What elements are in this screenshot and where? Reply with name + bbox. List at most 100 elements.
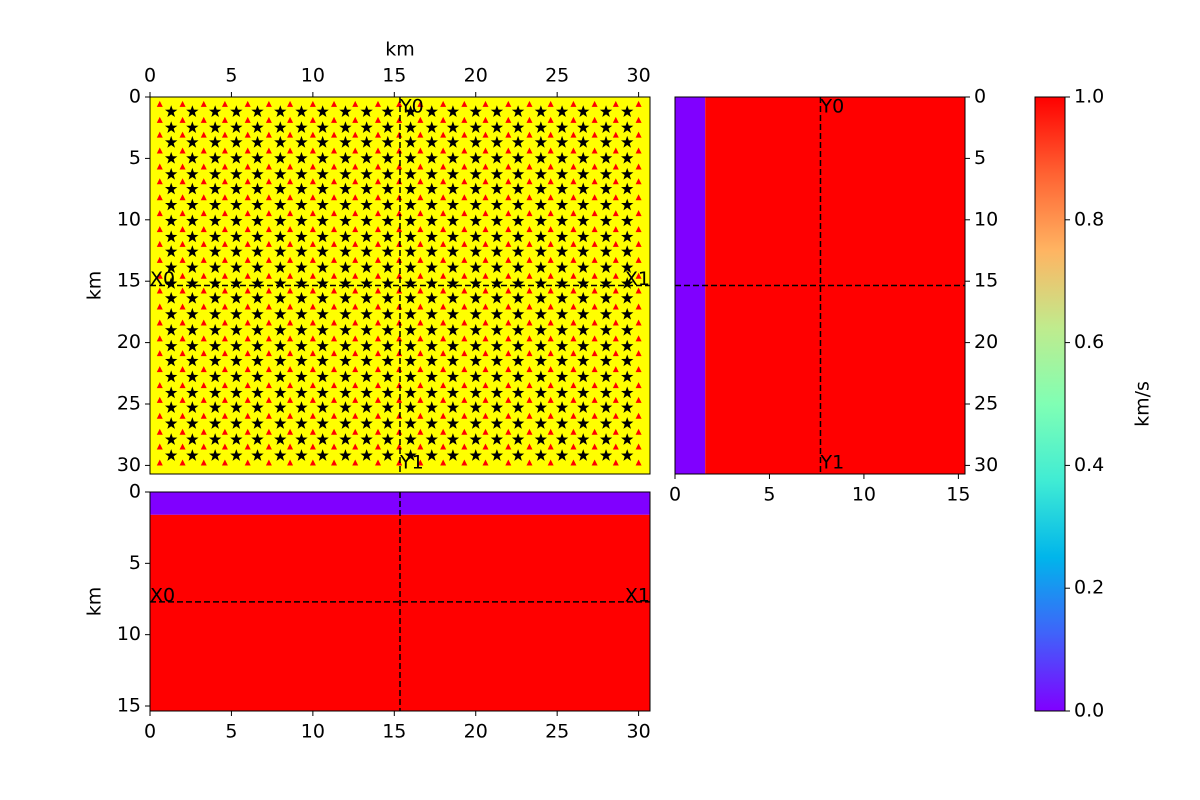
source bbox=[339, 323, 352, 336]
receiver bbox=[179, 240, 186, 247]
receiver bbox=[547, 350, 554, 357]
source bbox=[339, 167, 352, 180]
source bbox=[316, 167, 329, 180]
source bbox=[208, 370, 222, 383]
source bbox=[251, 182, 264, 195]
source bbox=[186, 277, 199, 289]
source bbox=[360, 339, 373, 352]
source bbox=[208, 401, 222, 413]
receiver bbox=[440, 272, 447, 279]
source bbox=[446, 307, 460, 320]
receiver bbox=[221, 178, 228, 185]
receiver bbox=[244, 131, 251, 138]
y-tick-label: 0 bbox=[129, 86, 141, 108]
receiver bbox=[591, 319, 598, 326]
receiver bbox=[309, 319, 316, 326]
receiver bbox=[200, 131, 207, 138]
receiver bbox=[591, 335, 598, 342]
source bbox=[555, 182, 569, 195]
receiver bbox=[309, 163, 316, 170]
source bbox=[230, 386, 243, 399]
receiver bbox=[156, 366, 163, 373]
source bbox=[339, 182, 352, 195]
source bbox=[230, 151, 243, 164]
receiver bbox=[461, 256, 468, 263]
receiver bbox=[179, 178, 186, 185]
source bbox=[164, 214, 178, 227]
source bbox=[621, 214, 634, 227]
receiver bbox=[352, 194, 359, 201]
receiver bbox=[200, 147, 207, 154]
receiver bbox=[570, 287, 577, 294]
source bbox=[446, 167, 460, 180]
receiver bbox=[221, 412, 228, 419]
receiver bbox=[612, 210, 619, 217]
receiver bbox=[200, 256, 207, 263]
receiver bbox=[221, 366, 228, 373]
receiver bbox=[417, 272, 424, 279]
source bbox=[490, 198, 504, 211]
source bbox=[555, 417, 569, 429]
source bbox=[534, 198, 548, 211]
source bbox=[339, 135, 352, 148]
source bbox=[251, 105, 264, 117]
receiver bbox=[461, 303, 468, 310]
source bbox=[404, 230, 417, 243]
source bbox=[186, 370, 199, 383]
receiver bbox=[461, 240, 468, 247]
receiver bbox=[200, 428, 207, 435]
receiver bbox=[482, 396, 489, 403]
receiver bbox=[461, 226, 468, 233]
receiver bbox=[375, 147, 382, 154]
receiver bbox=[200, 335, 207, 342]
receiver bbox=[612, 412, 619, 419]
receiver bbox=[461, 396, 468, 403]
source bbox=[599, 245, 613, 257]
receiver bbox=[244, 287, 251, 294]
axes: 0 5 10 15 20 25 30 0 5 10 15 20 25 30 km km bbox=[84, 39, 651, 476]
receiver bbox=[526, 382, 533, 389]
source bbox=[511, 370, 525, 383]
receiver bbox=[570, 443, 577, 450]
receiver bbox=[440, 194, 447, 201]
receiver bbox=[156, 443, 163, 450]
receiver bbox=[461, 350, 468, 357]
receiver bbox=[526, 428, 533, 435]
receiver bbox=[635, 350, 642, 357]
receiver bbox=[440, 396, 447, 403]
receiver bbox=[440, 428, 447, 435]
receiver bbox=[635, 194, 642, 201]
source bbox=[274, 386, 287, 399]
receiver bbox=[612, 335, 619, 342]
y-tick-label: 0 bbox=[129, 481, 141, 503]
receiver bbox=[200, 382, 207, 389]
receiver bbox=[244, 272, 251, 279]
receiver bbox=[612, 350, 619, 357]
receiver bbox=[547, 272, 554, 279]
source bbox=[555, 167, 569, 180]
receiver bbox=[482, 178, 489, 185]
source bbox=[186, 230, 199, 243]
source bbox=[599, 370, 613, 383]
source bbox=[555, 323, 569, 336]
receiver bbox=[331, 100, 338, 107]
source bbox=[208, 105, 222, 117]
source bbox=[490, 449, 504, 461]
source bbox=[511, 417, 525, 429]
source bbox=[490, 417, 504, 429]
receiver bbox=[179, 116, 186, 123]
receiver bbox=[200, 396, 207, 403]
receiver bbox=[352, 428, 359, 435]
receiver bbox=[331, 210, 338, 217]
source bbox=[446, 291, 460, 304]
receiver bbox=[352, 210, 359, 217]
source bbox=[425, 135, 438, 148]
source bbox=[577, 386, 590, 399]
source bbox=[621, 121, 634, 133]
receiver bbox=[547, 335, 554, 342]
receiver bbox=[156, 163, 163, 170]
source bbox=[621, 386, 634, 399]
source bbox=[316, 214, 329, 227]
receiver bbox=[482, 303, 489, 310]
source bbox=[404, 198, 417, 211]
